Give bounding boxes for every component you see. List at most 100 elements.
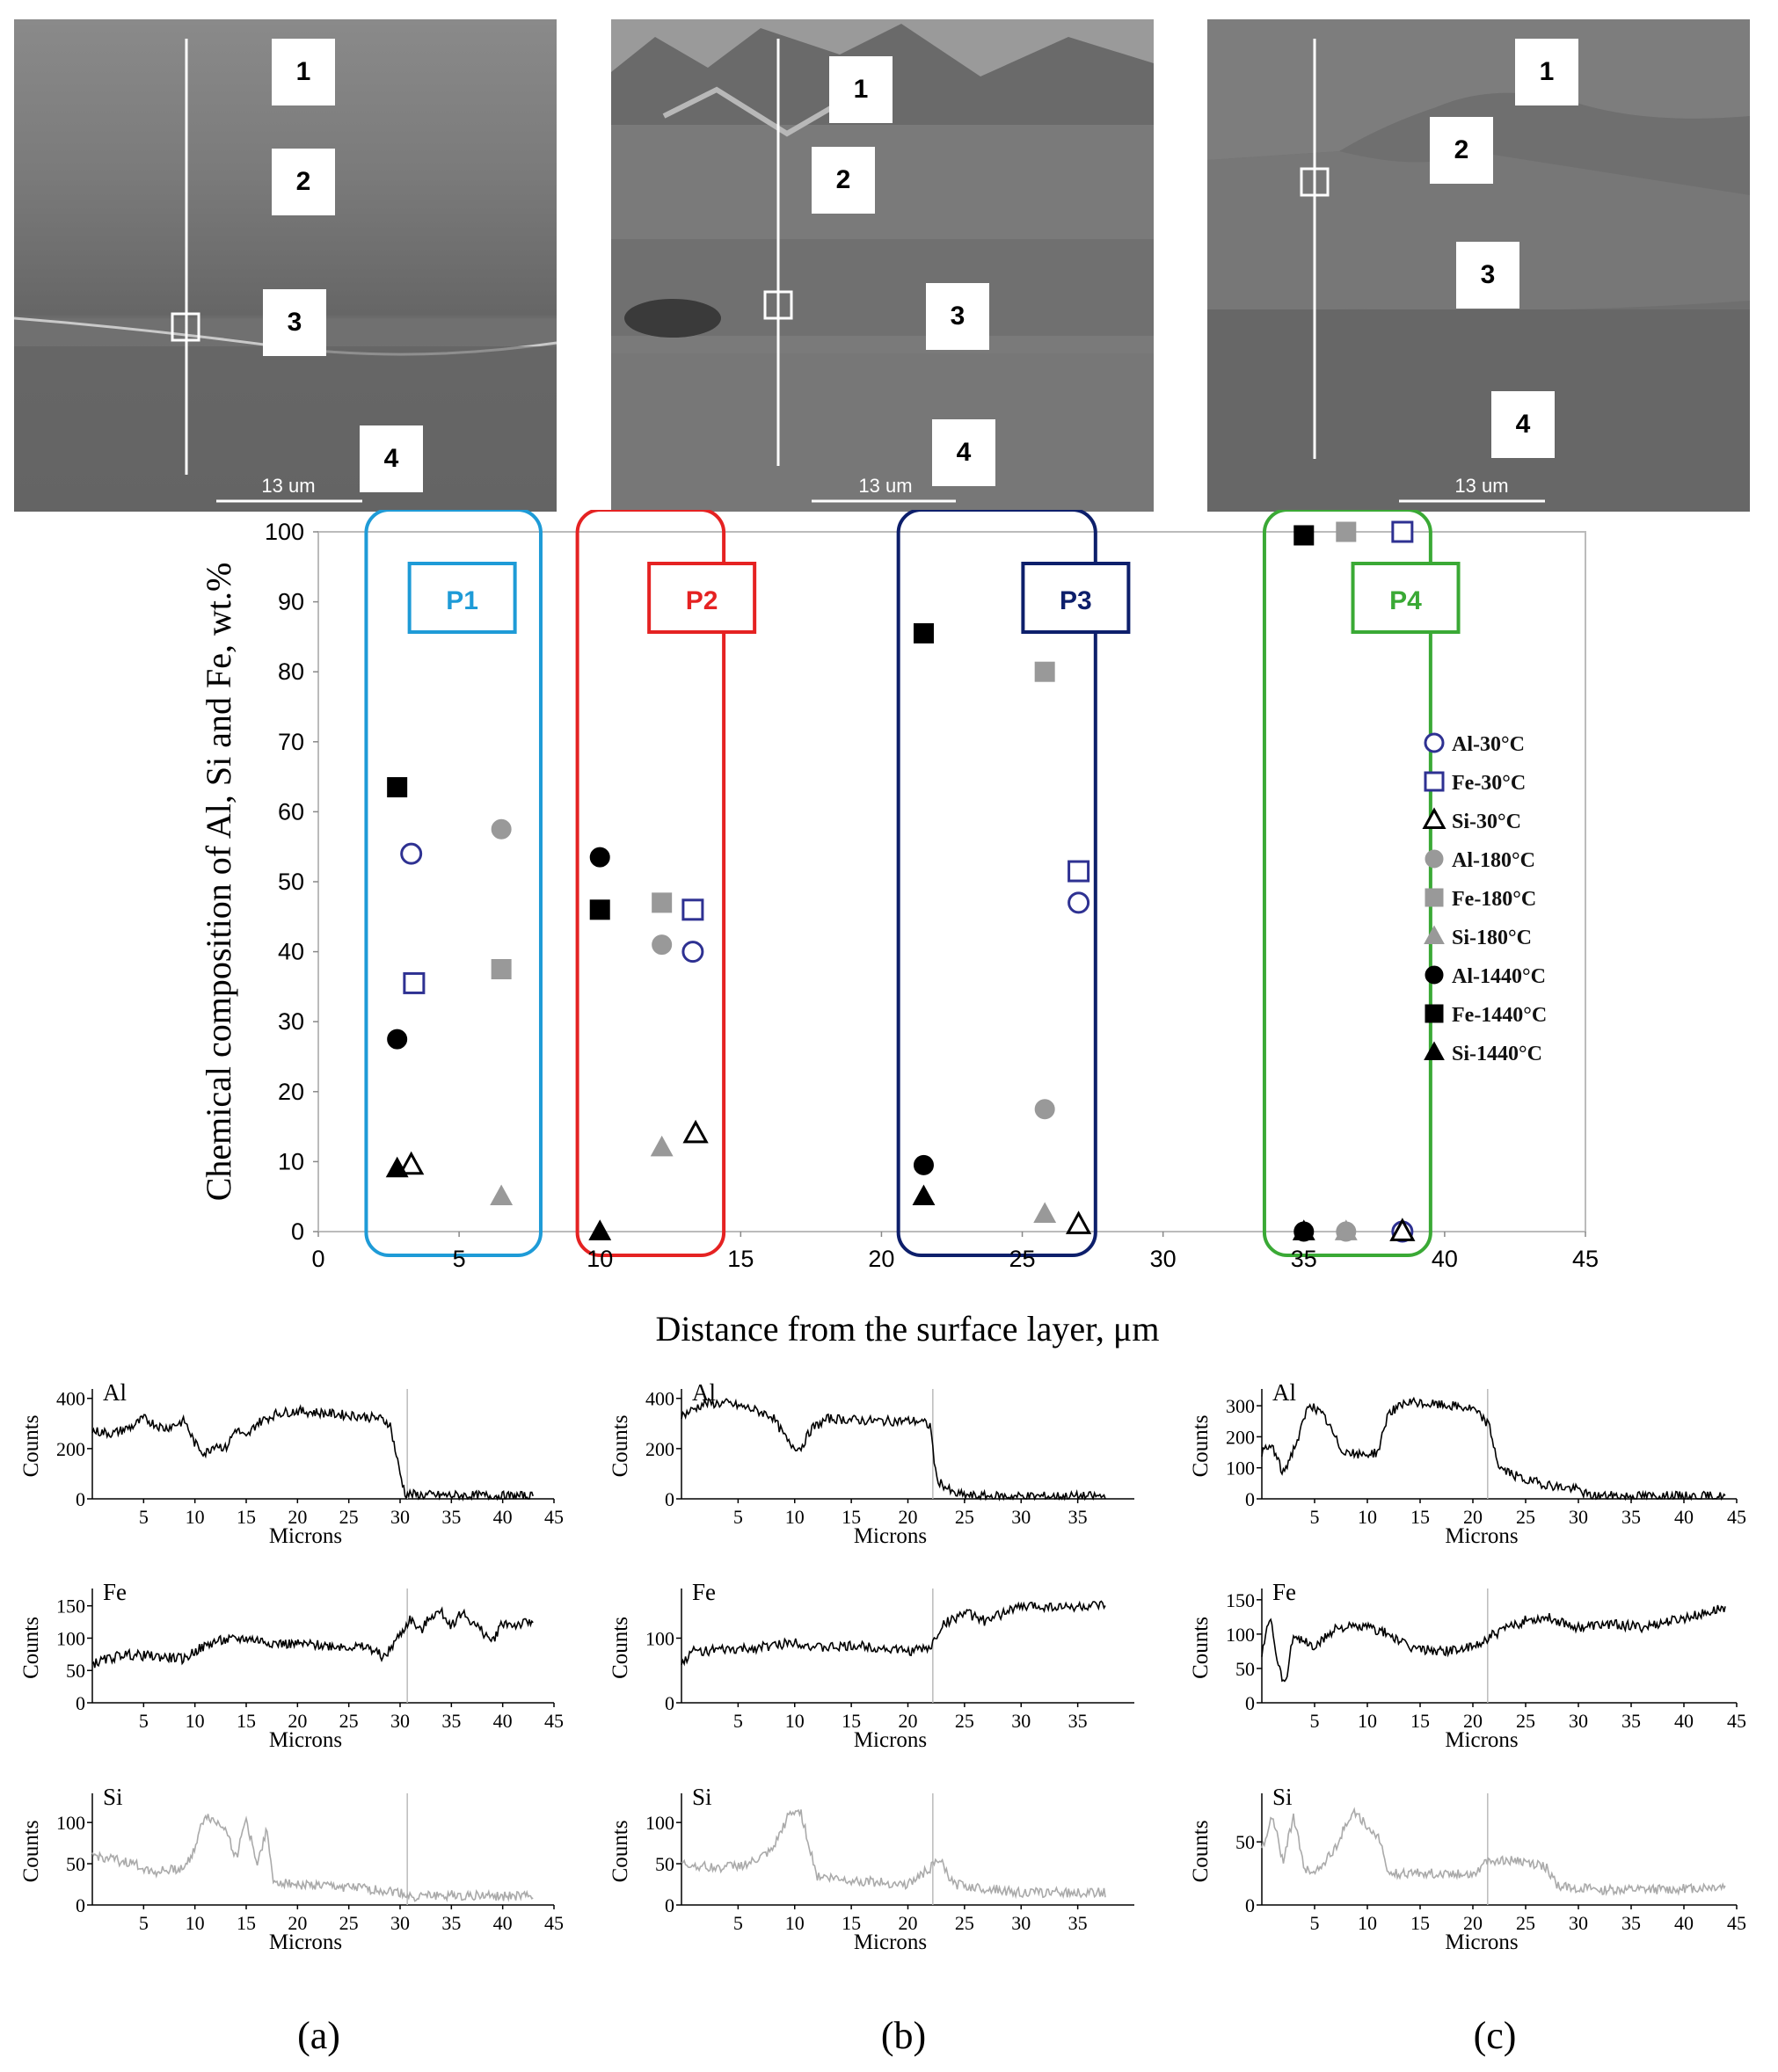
x-axis-label: Distance from the surface layer, μm bbox=[656, 1309, 1160, 1349]
point-si-1440-c bbox=[1292, 1219, 1315, 1240]
profile-line-si bbox=[91, 1814, 534, 1902]
panel-label: (b) bbox=[881, 2014, 926, 2057]
line-scan-al-c: 0 100 200 300 5 10 15 20 25 30 35 40 45 Microns Counts… bbox=[1189, 1379, 1746, 1548]
point-al-30-c bbox=[400, 842, 423, 865]
x-tick-label: 5 bbox=[139, 1506, 149, 1528]
x-tick-label: 15 bbox=[842, 1710, 861, 1732]
x-tick-label: 5 bbox=[139, 1912, 149, 1934]
x-tick-label: 15 bbox=[1410, 1912, 1430, 1934]
x-tick-label: 10 bbox=[186, 1710, 205, 1732]
legend-label: Si-30°C bbox=[1452, 811, 1521, 833]
element-label: Fe bbox=[1272, 1579, 1296, 1605]
x-tick-label: 40 bbox=[493, 1912, 513, 1934]
point-al-180-c bbox=[652, 934, 673, 956]
y-tick-label: 150 bbox=[56, 1596, 85, 1618]
point-si-30-c bbox=[398, 1151, 425, 1175]
x-tick-label: 30 bbox=[1011, 1710, 1031, 1732]
y-axis-label: Counts bbox=[1189, 1821, 1213, 1883]
y-tick-label: 0 bbox=[1245, 1488, 1255, 1510]
region-box-p2 bbox=[575, 510, 726, 1257]
x-axis-label: Microns bbox=[269, 1728, 342, 1752]
x-tick-label: 30 bbox=[390, 1506, 410, 1528]
point-si-180-c bbox=[490, 1184, 514, 1206]
x-tick-label: 15 bbox=[237, 1710, 256, 1732]
x-tick-label: 20 bbox=[1463, 1506, 1483, 1528]
x-tick-label: 35 bbox=[1068, 1506, 1088, 1528]
sem-region-label: 1 bbox=[272, 39, 335, 105]
y-tick-label: 200 bbox=[1226, 1426, 1255, 1448]
legend-label: Fe-180°C bbox=[1452, 888, 1536, 911]
point-si-30-c bbox=[1389, 1218, 1416, 1241]
x-tick-label: 25 bbox=[339, 1506, 359, 1528]
legend-label: Fe-1440°C bbox=[1452, 1004, 1547, 1027]
line-scan-si-a: 0 50 100 5 10 15 20 25 30 35 40 45 Microns Counts Si bbox=[19, 1784, 564, 1954]
x-tick-label: 5 bbox=[733, 1912, 743, 1934]
y-tick-label: 0 bbox=[76, 1894, 85, 1916]
y-tick-label: 50 bbox=[66, 1853, 85, 1875]
element-label: Fe bbox=[692, 1579, 716, 1605]
y-tick-label: 200 bbox=[645, 1438, 674, 1460]
x-tick-label: 25 bbox=[955, 1506, 974, 1528]
region-label-box bbox=[647, 562, 757, 634]
x-tick-label: 40 bbox=[493, 1506, 513, 1528]
x-tick-label: 10 bbox=[1358, 1710, 1377, 1732]
x-tick-label: 5 bbox=[733, 1506, 743, 1528]
point-al-180-c bbox=[1034, 1099, 1055, 1120]
x-tick-label: 40 bbox=[493, 1710, 513, 1732]
profile-line-fe bbox=[681, 1600, 1106, 1667]
x-tick-label: 20 bbox=[288, 1710, 307, 1732]
x-tick-label: 35 bbox=[1068, 1710, 1088, 1732]
x-tick-label: 5 bbox=[1310, 1710, 1320, 1732]
x-tick-label: 20 bbox=[899, 1710, 918, 1732]
point-fe-30-c bbox=[681, 898, 704, 921]
x-tick-label: 15 bbox=[842, 1506, 861, 1528]
legend-marker bbox=[1425, 888, 1444, 907]
legend-label: Al-180°C bbox=[1452, 849, 1535, 872]
y-tick-label: 100 bbox=[56, 1812, 85, 1834]
y-axis-ticks: 0 10 20 30 40 50 60 70 80 90 100 bbox=[265, 519, 318, 1245]
x-tick-label: 35 bbox=[441, 1912, 461, 1934]
panel-label: (a) bbox=[297, 2014, 340, 2057]
x-tick-label: 40 bbox=[1674, 1912, 1694, 1934]
sem-region-label: 1 bbox=[1515, 39, 1578, 105]
x-tick-label: 45 bbox=[544, 1506, 564, 1528]
line-scan-al-a: 0 200 400 5 10 15 20 25 30 35 40 45 Microns Counts Al bbox=[19, 1379, 564, 1548]
y-tick-label: 100 bbox=[1226, 1624, 1255, 1646]
point-si-30-c bbox=[1065, 1210, 1092, 1234]
profile-line-si bbox=[681, 1808, 1106, 1900]
x-tick-label: 10 bbox=[186, 1912, 205, 1934]
sem-region-label: 2 bbox=[1430, 117, 1493, 184]
line-scan-fe-c: 0 50 100 150 5 10 15 20 25 30 35 40 45 Microns Counts F… bbox=[1189, 1579, 1746, 1752]
y-tick-label: 300 bbox=[1226, 1395, 1255, 1417]
y-tick-label: 20 bbox=[278, 1079, 304, 1105]
y-tick-label: 0 bbox=[665, 1488, 674, 1510]
x-tick-label: 15 bbox=[1410, 1710, 1430, 1732]
sem-image-b bbox=[611, 19, 1154, 512]
y-tick-label: 0 bbox=[291, 1218, 304, 1245]
x-tick-label: 15 bbox=[842, 1912, 861, 1934]
element-label: Al bbox=[1272, 1379, 1296, 1406]
x-tick-label: 20 bbox=[899, 1912, 918, 1934]
y-tick-label: 50 bbox=[278, 869, 304, 895]
y-tick-label: 100 bbox=[645, 1812, 674, 1834]
profile-line-al bbox=[1261, 1396, 1726, 1501]
y-tick-label: 50 bbox=[1235, 1658, 1255, 1680]
x-tick-label: 5 bbox=[453, 1246, 466, 1272]
sem-region-label: 2 bbox=[812, 147, 875, 214]
x-tick-label: 10 bbox=[785, 1710, 805, 1732]
element-label: Fe bbox=[103, 1579, 127, 1605]
x-tick-label: 35 bbox=[1621, 1710, 1641, 1732]
x-axis-label: Microns bbox=[854, 1728, 927, 1752]
profile-line-fe bbox=[91, 1606, 534, 1669]
x-axis-label: Microns bbox=[1445, 1930, 1518, 1954]
y-tick-label: 100 bbox=[645, 1627, 674, 1649]
point-al-1440-c bbox=[387, 1029, 408, 1050]
y-tick-label: 0 bbox=[665, 1894, 674, 1916]
legend-marker bbox=[1424, 771, 1445, 792]
point-si-1440-c bbox=[912, 1184, 936, 1206]
x-tick-label: 25 bbox=[1516, 1506, 1535, 1528]
x-tick-label: 15 bbox=[237, 1912, 256, 1934]
y-axis-label: Counts bbox=[608, 1617, 632, 1679]
x-tick-label: 25 bbox=[339, 1912, 359, 1934]
